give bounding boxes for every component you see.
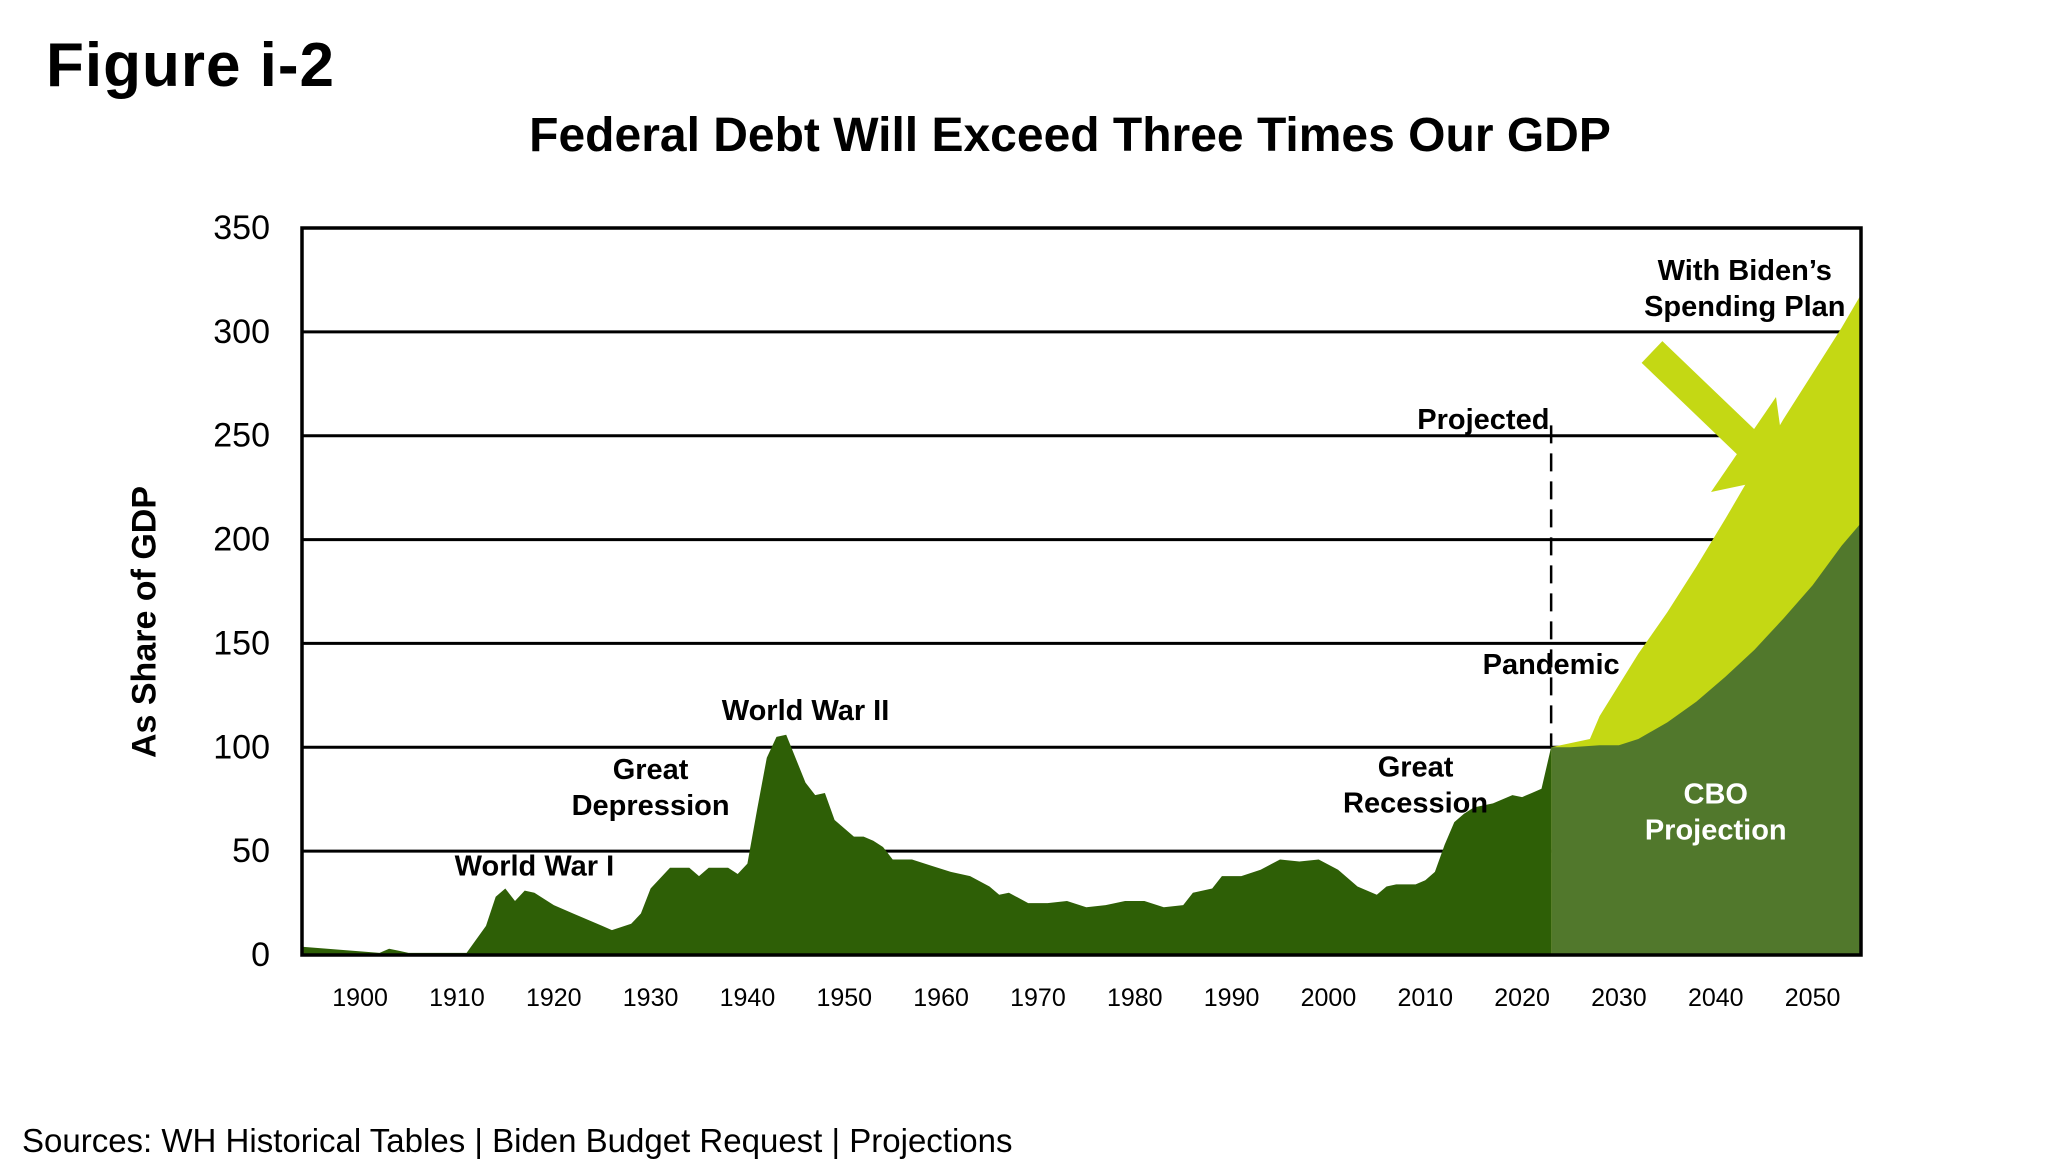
historical-debt-area [302,734,1552,955]
x-tick-label: 2030 [1591,984,1647,1012]
chart-title: Federal Debt Will Exceed Three Times Our… [529,109,1611,162]
annotation: Great Recession [1343,752,1488,820]
y-tick-label: 250 [213,417,270,455]
x-tick-label: 1950 [816,984,872,1012]
annotation: Great Depression [572,754,730,822]
x-tick-label: 1990 [1204,984,1260,1012]
x-tick-label: 1940 [720,984,776,1012]
arrow-shaft [1641,341,1759,455]
x-tick-label: 1900 [332,984,388,1012]
annotation: World War II [722,695,890,727]
cbo-projection-area [1551,523,1861,955]
x-tick-label: 1960 [913,984,969,1012]
x-tick-label: 2010 [1397,984,1453,1012]
y-tick-label: 150 [213,624,270,662]
sources-note: Sources: WH Historical Tables | Biden Bu… [22,1122,1013,1159]
x-tick-label: 2020 [1494,984,1550,1012]
x-tick-label: 1910 [429,984,485,1012]
annotation: CBO Projection [1645,779,1787,847]
y-tick-label: 200 [213,521,270,559]
arrow-head [1711,397,1787,492]
y-tick-label: 350 [213,209,270,247]
y-tick-label: 0 [251,936,270,974]
annotation: Pandemic [1483,649,1620,681]
y-tick-label: 100 [213,728,270,766]
x-tick-label: 2050 [1785,984,1841,1012]
y-tick-label: 300 [213,313,270,351]
y-tick-label: 50 [232,832,270,870]
x-tick-label: 2000 [1301,984,1357,1012]
x-tick-label: 2040 [1688,984,1744,1012]
annotation: With Biden’s Spending Plan [1644,255,1845,323]
x-tick-label: 1930 [623,984,679,1012]
annotation: World War I [455,851,615,883]
annotation: Projected [1417,404,1549,436]
figure-label: Figure i-2 [46,31,336,100]
plot-frame [300,226,1863,957]
x-tick-label: 1980 [1107,984,1163,1012]
x-tick-label: 1970 [1010,984,1066,1012]
x-tick-label: 1920 [526,984,582,1012]
